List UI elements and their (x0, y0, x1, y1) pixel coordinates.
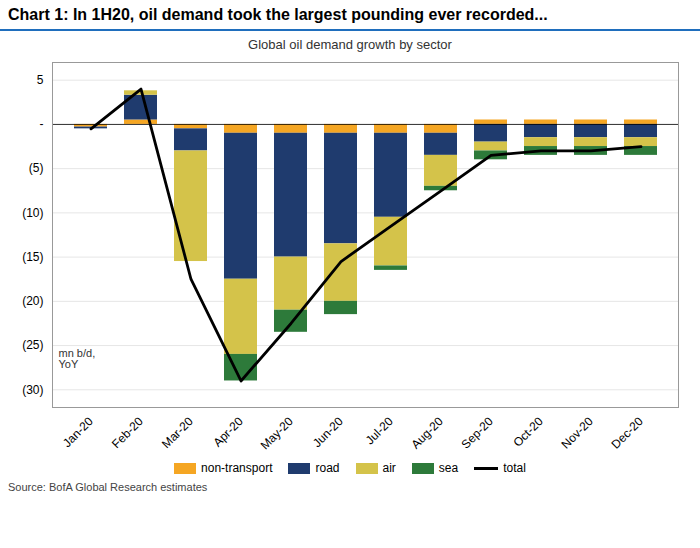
svg-text:Sep-20: Sep-20 (459, 414, 496, 451)
html-text:air: air (382, 461, 396, 475)
svg-text:Apr-20: Apr-20 (210, 414, 246, 450)
svg-text:Dec-20: Dec-20 (609, 414, 646, 451)
svg-text:Mar-20: Mar-20 (159, 414, 196, 451)
svg-text:Jun-20: Jun-20 (310, 414, 346, 450)
svg-text:(15): (15) (22, 250, 43, 264)
svg-text:Jul-20: Jul-20 (363, 414, 396, 447)
svg-text:mn b/d,YoY: mn b/d,YoY (59, 347, 96, 370)
svg-text:Nov-20: Nov-20 (559, 414, 596, 451)
svg-text:(30): (30) (22, 383, 43, 397)
html-text:Global oil demand growth by se: Global oil demand growth by sector (248, 37, 452, 52)
svg-text:(20): (20) (22, 294, 43, 308)
html-text:total: total (503, 461, 526, 475)
svg-text:5: 5 (37, 73, 44, 87)
svg-text:(5): (5) (29, 161, 44, 175)
svg-text:Feb-20: Feb-20 (109, 414, 146, 451)
svg-text:Jan-20: Jan-20 (60, 414, 96, 450)
svg-text:May-20: May-20 (258, 414, 296, 452)
svg-text:(10): (10) (22, 206, 43, 220)
svg-text:Aug-20: Aug-20 (409, 414, 446, 451)
html-text:Chart 1: In 1H20, oil demand t: Chart 1: In 1H20, oil demand took the la… (8, 6, 548, 23)
html-text:sea: sea (438, 461, 459, 475)
svg-text:(25): (25) (22, 338, 43, 352)
html-text:non-transport: non-transport (201, 461, 273, 475)
svg-text:Oct-20: Oct-20 (510, 414, 546, 450)
svg-text:-: - (40, 117, 44, 131)
html-text:road: road (315, 461, 340, 475)
html-text:Source: BofA Global Research e: Source: BofA Global Research estimates (8, 481, 208, 493)
